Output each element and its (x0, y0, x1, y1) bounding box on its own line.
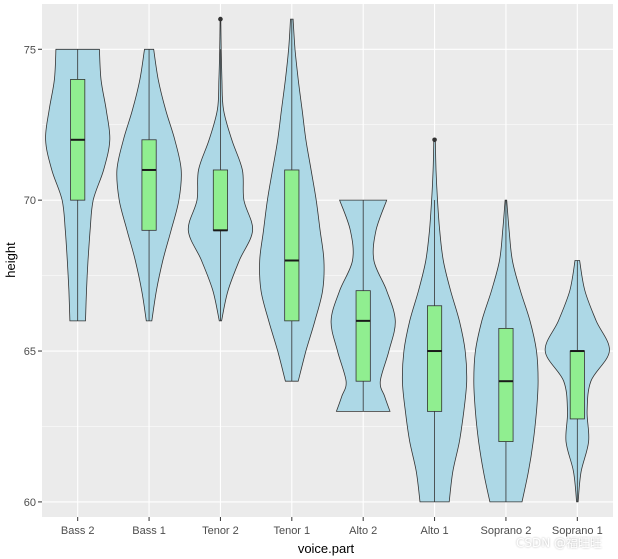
box (141, 139, 157, 231)
x-axis: Bass 2 Bass 1 Tenor 2 Tenor 1 Alto 2 Alto 1 So… (61, 517, 603, 537)
violins-layer (45, 16, 610, 503)
violin-group (544, 260, 610, 503)
violin-group (259, 18, 325, 382)
x-tick-label: Bass 2 (61, 525, 95, 537)
x-tick-label: Tenor 2 (202, 525, 239, 537)
violin-group (116, 48, 182, 322)
y-tick-label: 65 (24, 346, 36, 358)
x-tick-label: Alto 2 (349, 525, 377, 537)
y-axis: 60 65 70 75 (24, 44, 42, 509)
x-tick-label: Soprano 1 (552, 525, 603, 537)
y-tick-label: 60 (24, 497, 36, 509)
x-tick-label: Tenor 1 (273, 525, 310, 537)
outlier-point (218, 16, 223, 22)
x-tick-label: Soprano 2 (481, 525, 532, 537)
outlier-point (432, 137, 437, 143)
box (427, 305, 443, 412)
x-tick-label: Alto 1 (420, 525, 448, 537)
y-tick-label: 70 (24, 195, 36, 207)
y-tick-label: 75 (24, 44, 36, 56)
box (284, 169, 300, 322)
violin-group (401, 137, 468, 503)
watermark: CSDN @福旺旺 (515, 536, 602, 550)
box (355, 290, 371, 382)
x-axis-title: voice.part (298, 541, 355, 556)
box (569, 350, 585, 420)
x-tick-label: Bass 1 (132, 525, 166, 537)
violin-group (330, 199, 396, 412)
violin-group (187, 16, 254, 322)
violin-group (45, 48, 111, 322)
box (212, 169, 228, 231)
box (498, 327, 514, 442)
violin-group (473, 199, 539, 503)
y-axis-title: height (3, 242, 18, 278)
